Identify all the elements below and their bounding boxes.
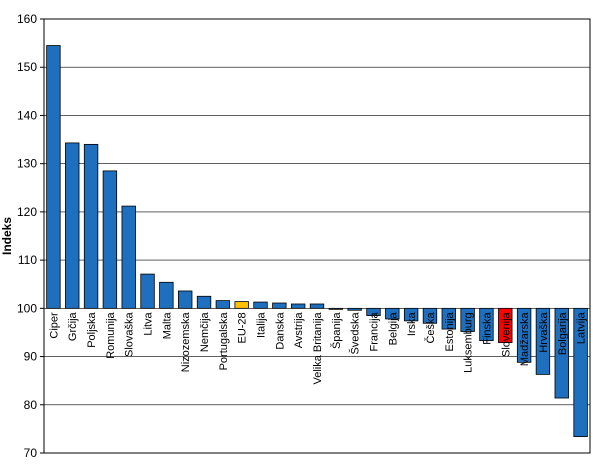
y-tick-label: 130: [17, 157, 37, 171]
category-label: Ciper: [48, 312, 60, 339]
category-label: Nemčija: [199, 311, 211, 352]
bar: [159, 281, 174, 309]
bar: [535, 307, 551, 375]
bar: [83, 143, 99, 309]
category-label: Madžarska: [519, 311, 531, 366]
bar: [573, 307, 588, 438]
bar: [253, 301, 268, 309]
category-label: Irska: [406, 311, 418, 336]
bar: [65, 142, 80, 309]
bar: [328, 307, 344, 310]
y-tick-label: 90: [24, 350, 38, 364]
category-label: Grčija: [67, 311, 79, 341]
bar: [403, 307, 419, 322]
bar: [498, 307, 513, 343]
bar: [366, 307, 381, 316]
y-tick-label: 140: [17, 108, 37, 122]
category-label: Finska: [481, 311, 493, 344]
bar: [234, 301, 249, 309]
bar: [422, 307, 438, 324]
bar: [215, 300, 231, 309]
y-tick-label: 80: [24, 398, 38, 412]
category-label: Italija: [256, 311, 268, 338]
category-label: Švedska: [349, 311, 362, 354]
bar: [46, 45, 61, 309]
bar: [441, 307, 456, 330]
category-label: Slovenija: [500, 311, 512, 357]
plot-area-frame: [43, 18, 591, 454]
y-tick-label: 110: [18, 253, 37, 267]
y-tick-label: 150: [17, 60, 37, 74]
y-tick-label: 70: [24, 446, 38, 460]
category-labels: Ciper Grčija Poljska Romunija Slovaška Litva M…: [48, 311, 587, 384]
bar: [516, 307, 532, 363]
bar: [554, 307, 569, 399]
category-label: Bolgarija: [557, 311, 569, 355]
bar: [460, 307, 475, 332]
bar: [347, 307, 362, 311]
y-tick-label: 160: [17, 12, 37, 26]
category-label: Velika Britanija: [312, 311, 324, 384]
bar: [178, 290, 193, 309]
category-label: Poljska: [86, 311, 98, 347]
bar: [385, 307, 400, 320]
category-label: Belgija: [387, 311, 399, 345]
category-label: EU-28: [237, 312, 249, 343]
bar: [479, 307, 494, 342]
bar: [140, 273, 155, 309]
bar: [290, 303, 306, 309]
category-label: Španija: [330, 311, 343, 349]
category-label: Romunija: [105, 311, 117, 358]
category-label: Francija: [368, 311, 380, 351]
bar: [272, 302, 287, 309]
category-label: Češka: [424, 311, 437, 343]
category-label: Slovaška: [124, 311, 136, 357]
category-label: Litva: [143, 311, 155, 335]
bar: [102, 170, 118, 309]
category-label: Estonija: [444, 311, 456, 351]
category-label: Portugalska: [218, 311, 230, 370]
bars: [46, 45, 588, 438]
category-label: Nizozemska: [180, 311, 192, 372]
y-axis-label: Indeks: [0, 217, 14, 255]
category-label: Danska: [274, 311, 286, 349]
category-label: Malta: [161, 311, 173, 339]
bar: [196, 295, 212, 309]
y-tick-label: 100: [17, 301, 37, 315]
y-tick-label: 120: [17, 205, 37, 219]
category-label: Avstrija: [293, 311, 305, 348]
category-label: Latvija: [576, 311, 588, 344]
category-label: Hrvaška: [538, 311, 550, 352]
y-axis-ticks: 70 80 90 100 110 120 130 140 150 160: [17, 12, 44, 460]
bar: [121, 205, 136, 309]
category-label: Luksemburg: [463, 312, 475, 373]
bar: [309, 303, 325, 309]
